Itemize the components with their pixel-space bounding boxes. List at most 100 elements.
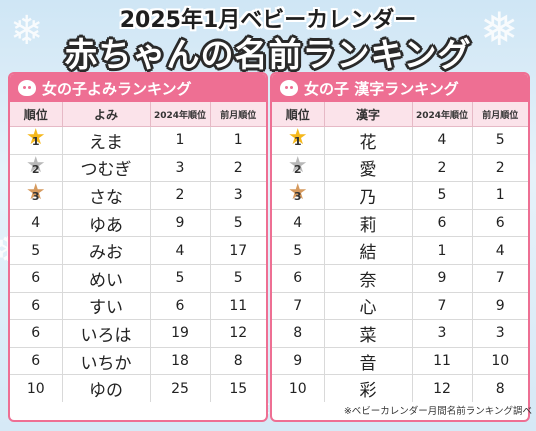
footnote: ※ベビーカレンダー月間名前ランキング調べ [343,406,532,417]
prev-month-rank-cell: 17 [210,236,266,265]
column-header-name: 漢字 [324,102,413,127]
prev-month-rank-cell: 1 [210,126,266,155]
table-row: 9 音 11 10 [272,347,528,376]
prev-month-rank-cell: 11 [210,292,266,321]
panel-header: 女の子よみランキング [10,74,266,102]
name-cell: ゆの [62,374,151,402]
rank-2024-cell: 3 [150,154,211,183]
table-row: 10 彩 12 8 [272,374,528,402]
table-row: ★ 3 さな 2 3 [10,181,266,210]
prev-month-rank-cell: 1 [472,181,528,210]
snowflake-icon: ❅ [480,2,519,56]
prev-month-rank-cell: 5 [210,264,266,293]
prev-month-rank-cell: 2 [210,154,266,183]
prev-month-rank-cell: 8 [210,347,266,376]
name-cell: すい [62,292,151,321]
table-row: ★ 2 愛 2 2 [272,154,528,183]
prev-month-rank-cell: 2 [472,154,528,183]
rank-2024-cell: 6 [412,209,473,238]
name-cell: つむぎ [62,154,151,183]
table-row: 6 めい 5 5 [10,264,266,293]
rank-2024-cell: 11 [412,347,473,376]
page-subtitle: 2025年1月ベビーカレンダー [119,8,417,33]
rank-number: 1 [31,135,40,149]
column-header-prev-rank: 前月順位 [210,102,266,127]
star-medal-icon: ★ 2 [24,154,48,177]
star-medal-icon: ★ 3 [286,182,310,204]
ranking-panel-reading: 女の子よみランキング 順位 よみ 2024年順位 前月順位 ★ 1 えま 1 1 ★ 2 つむ… [8,72,268,422]
table-row: 6 いろは 19 12 [10,319,266,348]
snowflake-icon: ❄ [10,8,44,54]
rank-cell: ★ 1 [10,126,63,155]
name-cell: 結 [324,236,413,265]
name-cell: 奈 [324,264,413,293]
name-cell: 愛 [324,154,413,183]
rank-cell: ★ 2 [272,154,325,183]
name-cell: 彩 [324,374,413,402]
prev-month-rank-cell: 6 [472,209,528,238]
rank-2024-cell: 7 [412,292,473,321]
name-cell: いちか [62,347,151,376]
rank-2024-cell: 25 [150,374,211,402]
prev-month-rank-cell: 3 [472,319,528,348]
name-cell: えま [62,126,151,155]
table-row: 6 いちか 18 8 [10,347,266,376]
rank-cell: 6 [10,319,63,348]
table-row: ★ 2 つむぎ 3 2 [10,154,266,183]
rank-2024-cell: 12 [412,374,473,402]
rank-2024-cell: 1 [412,236,473,265]
rank-2024-cell: 4 [412,126,473,155]
table-row: ★ 3 乃 5 1 [272,181,528,210]
rank-2024-cell: 1 [150,126,211,155]
rank-cell: 6 [272,264,325,293]
star-medal-icon: ★ 2 [286,154,310,177]
rank-cell: 10 [10,374,63,402]
rank-2024-cell: 4 [150,236,211,265]
rank-cell: 8 [272,319,325,348]
rank-number: 1 [293,135,302,149]
rank-2024-cell: 9 [150,209,211,238]
name-cell: 乃 [324,181,413,210]
table-row: 10 ゆの 25 15 [10,374,266,402]
rank-2024-cell: 3 [412,319,473,348]
table-row: ★ 1 花 4 5 [272,126,528,155]
prev-month-rank-cell: 7 [472,264,528,293]
rank-cell: ★ 3 [272,181,325,210]
rank-2024-cell: 18 [150,347,211,376]
rank-2024-cell: 9 [412,264,473,293]
table-row: ★ 1 えま 1 1 [10,126,266,155]
column-header-rank: 順位 [10,102,63,127]
name-cell: 心 [324,292,413,321]
prev-month-rank-cell: 4 [472,236,528,265]
panel-title: 女の子 漢字ランキング [304,79,459,98]
rank-cell: 10 [272,374,325,402]
name-cell: 莉 [324,209,413,238]
rank-cell: 6 [10,347,63,376]
name-cell: 音 [324,347,413,376]
rank-2024-cell: 6 [150,292,211,321]
ranking-table: 順位 漢字 2024年順位 前月順位 ★ 1 花 4 5 ★ 2 愛 2 2 ★ 3 乃 5 1 4 莉 6 6 5 結… [272,102,528,402]
ranking-table: 順位 よみ 2024年順位 前月順位 ★ 1 えま 1 1 ★ 2 つむぎ 3 2 ★ 3 さな 2 3 4 ゆ… [10,102,266,402]
name-cell: みお [62,236,151,265]
rank-cell: 9 [272,347,325,376]
name-cell: 菜 [324,319,413,348]
table-row: 5 みお 4 17 [10,236,266,265]
star-medal-icon: ★ 1 [286,127,310,149]
rank-2024-cell: 2 [412,154,473,183]
rank-cell: 5 [10,236,63,265]
table-row: 4 ゆあ 9 5 [10,209,266,238]
rank-cell: 6 [10,264,63,293]
column-header-rank: 順位 [272,102,325,127]
prev-month-rank-cell: 10 [472,347,528,376]
name-cell: めい [62,264,151,293]
rank-cell: 4 [272,209,325,238]
prev-month-rank-cell: 5 [472,126,528,155]
rank-cell: ★ 3 [10,181,63,210]
rank-2024-cell: 2 [150,181,211,210]
page-title: 赤ちゃんの名前ランキング [64,35,472,74]
